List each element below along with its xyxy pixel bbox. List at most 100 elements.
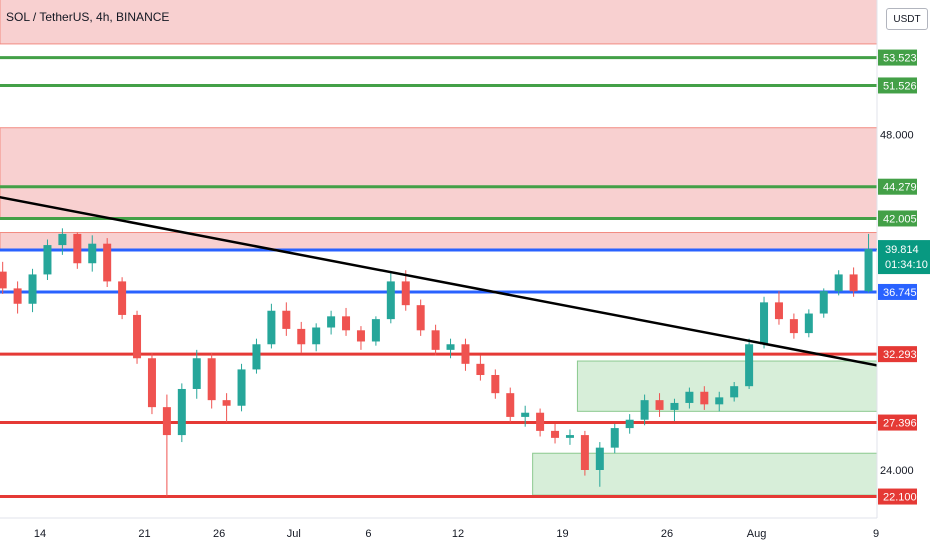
candle-body — [103, 243, 112, 282]
candle-body — [356, 330, 365, 342]
x-tick-label: Aug — [747, 528, 767, 540]
candle-body — [237, 369, 246, 406]
countdown-label: 01:34:10 — [885, 259, 928, 271]
candle-body — [147, 358, 156, 408]
candle-body — [416, 305, 425, 331]
candle-body — [789, 319, 798, 334]
candle-body — [431, 330, 440, 350]
price-level-label: 51.526 — [883, 80, 917, 92]
candle-body — [282, 310, 291, 329]
supply-zone — [0, 0, 878, 45]
candle-body — [745, 344, 754, 387]
x-tick-label: Jul — [287, 528, 301, 540]
price-level-badge — [878, 210, 917, 227]
candle-body — [610, 428, 619, 448]
price-level-label: 44.279 — [883, 182, 917, 194]
candle-body — [655, 400, 664, 410]
candle-body — [491, 375, 500, 394]
candle-body — [401, 281, 410, 306]
candle-body — [177, 388, 186, 436]
chart-title: SOL / TetherUS, 4h, BINANCE — [6, 10, 170, 24]
candle-body — [476, 363, 485, 376]
candle-body — [849, 274, 858, 292]
candle-body — [506, 393, 515, 417]
price-level-label: 27.396 — [883, 418, 917, 430]
candle-body — [192, 358, 201, 389]
currency-button[interactable]: USDT — [886, 8, 928, 30]
candle-body — [28, 274, 37, 304]
candle-body — [371, 319, 380, 342]
candle-body — [461, 344, 470, 364]
candle-body — [685, 391, 694, 403]
candle-body — [43, 245, 52, 275]
candle-body — [670, 402, 679, 410]
candle-body — [715, 397, 724, 405]
candle-body — [162, 407, 171, 436]
candle-body — [207, 358, 216, 401]
candle-body — [521, 412, 530, 417]
candle-body — [312, 327, 321, 345]
current-price-label: 39.814 — [885, 244, 919, 256]
candle-body — [0, 271, 7, 289]
candle-body — [819, 291, 828, 314]
candle-body — [88, 243, 97, 264]
candle-body — [297, 328, 306, 345]
supply-zone — [0, 186, 878, 219]
candle-body — [700, 391, 709, 405]
supply-zone — [0, 127, 878, 188]
candle-body — [804, 313, 813, 334]
candle-body — [252, 344, 261, 370]
demand-zone — [532, 452, 892, 496]
x-tick-label: 26 — [213, 528, 225, 540]
candle-body — [342, 316, 351, 331]
candle-body — [13, 288, 22, 304]
candle-body — [864, 249, 873, 292]
candle-body — [730, 386, 739, 398]
candle-body — [327, 316, 336, 328]
candle-body — [834, 274, 843, 292]
x-tick-label: 14 — [34, 528, 46, 540]
x-tick-label: 6 — [365, 528, 371, 540]
candle-body — [222, 400, 231, 406]
candle-body — [536, 412, 545, 431]
y-tick-label: 24.000 — [880, 465, 914, 477]
price-level-badge — [878, 488, 917, 505]
candle-body — [565, 435, 574, 438]
x-tick-label: 26 — [661, 528, 673, 540]
candle-body — [73, 233, 82, 264]
candle-body — [446, 344, 455, 350]
candle-body — [625, 419, 634, 429]
price-level-badge — [878, 346, 917, 363]
candle-body — [386, 281, 395, 320]
candle-body — [580, 435, 589, 470]
candle-body — [760, 302, 769, 345]
price-level-label: 32.293 — [883, 349, 917, 361]
price-level-label: 53.523 — [883, 53, 917, 65]
price-level-badge — [878, 414, 917, 431]
price-level-label: 42.005 — [883, 213, 917, 225]
price-level-badge — [878, 283, 917, 300]
candle-body — [58, 233, 67, 246]
price-level-badge — [878, 178, 917, 195]
y-tick-label: 48.000 — [880, 130, 914, 142]
price-level-badge — [878, 49, 917, 66]
candle-body — [118, 281, 127, 315]
supply-zone — [0, 232, 878, 250]
trendline — [0, 195, 892, 370]
candle-body — [640, 400, 649, 420]
current-price-badge — [878, 240, 930, 275]
candle-body — [595, 447, 604, 470]
x-tick-label: 9 — [873, 528, 879, 540]
candle-body — [133, 314, 142, 359]
price-level-label: 22.100 — [883, 492, 917, 504]
price-level-badge — [878, 77, 917, 94]
x-tick-label: 21 — [138, 528, 150, 540]
candle-body — [551, 430, 560, 438]
candle-body — [774, 302, 783, 320]
candle-body — [267, 310, 276, 345]
price-level-label: 36.745 — [883, 287, 917, 299]
x-tick-label: 19 — [556, 528, 568, 540]
x-tick-label: 12 — [452, 528, 464, 540]
